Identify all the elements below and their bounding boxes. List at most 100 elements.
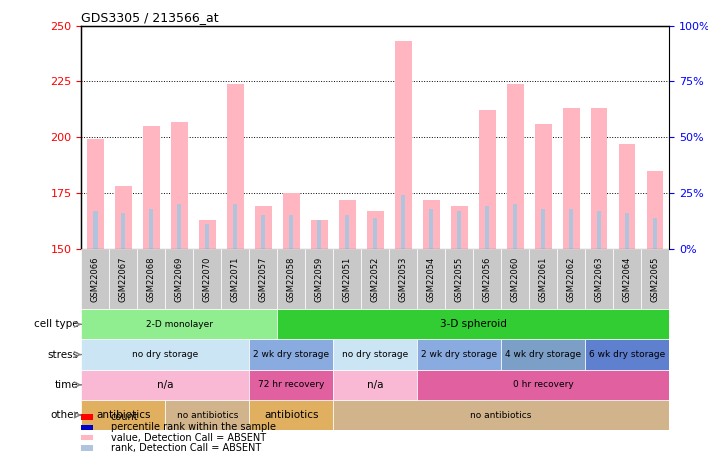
- Bar: [199, 220, 216, 249]
- Bar: [87, 140, 104, 249]
- Text: time: time: [55, 380, 79, 390]
- Bar: [423, 199, 440, 249]
- FancyBboxPatch shape: [417, 339, 501, 370]
- Bar: [233, 204, 237, 249]
- Bar: [541, 209, 545, 249]
- FancyBboxPatch shape: [249, 370, 333, 400]
- Bar: [115, 186, 132, 249]
- Text: 2-D monolayer: 2-D monolayer: [146, 320, 213, 329]
- Bar: [143, 126, 160, 249]
- FancyBboxPatch shape: [81, 309, 278, 339]
- Bar: [171, 121, 188, 249]
- FancyBboxPatch shape: [389, 249, 417, 309]
- Text: GSM22070: GSM22070: [203, 256, 212, 302]
- Text: GSM22061: GSM22061: [539, 256, 547, 302]
- Text: other: other: [51, 410, 79, 420]
- FancyBboxPatch shape: [641, 249, 669, 309]
- Bar: [93, 211, 98, 249]
- Text: GSM22062: GSM22062: [566, 256, 576, 302]
- FancyBboxPatch shape: [445, 249, 473, 309]
- FancyBboxPatch shape: [81, 339, 249, 370]
- Bar: [597, 211, 601, 249]
- Text: no dry storage: no dry storage: [342, 350, 409, 359]
- Text: rank, Detection Call = ABSENT: rank, Detection Call = ABSENT: [110, 443, 261, 453]
- Text: n/a: n/a: [367, 380, 384, 390]
- Bar: [451, 206, 467, 249]
- Bar: [535, 124, 552, 249]
- Text: no antibiotics: no antibiotics: [471, 411, 532, 419]
- FancyBboxPatch shape: [278, 309, 669, 339]
- Bar: [563, 108, 580, 249]
- Text: GSM22058: GSM22058: [287, 256, 296, 302]
- Text: GSM22060: GSM22060: [510, 256, 520, 302]
- Text: 2 wk dry storage: 2 wk dry storage: [253, 350, 329, 359]
- Text: GSM22059: GSM22059: [315, 256, 324, 302]
- Bar: [261, 215, 266, 249]
- FancyBboxPatch shape: [501, 249, 529, 309]
- Bar: [507, 84, 523, 249]
- FancyBboxPatch shape: [333, 400, 669, 430]
- FancyBboxPatch shape: [249, 400, 333, 430]
- Bar: [625, 213, 629, 249]
- Bar: [367, 211, 384, 249]
- Text: 3-D spheroid: 3-D spheroid: [440, 319, 507, 329]
- Bar: [590, 108, 607, 249]
- Bar: [619, 144, 636, 249]
- Bar: [339, 199, 355, 249]
- FancyBboxPatch shape: [137, 249, 166, 309]
- Text: antibiotics: antibiotics: [264, 410, 319, 420]
- FancyBboxPatch shape: [417, 370, 669, 400]
- FancyBboxPatch shape: [333, 339, 417, 370]
- Bar: [457, 211, 462, 249]
- FancyBboxPatch shape: [81, 400, 166, 430]
- Text: GSM22071: GSM22071: [231, 256, 240, 302]
- FancyBboxPatch shape: [81, 414, 93, 420]
- Text: antibiotics: antibiotics: [96, 410, 151, 420]
- Bar: [346, 215, 349, 249]
- Bar: [429, 209, 433, 249]
- FancyBboxPatch shape: [305, 249, 333, 309]
- FancyBboxPatch shape: [557, 249, 585, 309]
- Text: value, Detection Call = ABSENT: value, Detection Call = ABSENT: [110, 432, 266, 443]
- Bar: [149, 209, 154, 249]
- Text: 0 hr recovery: 0 hr recovery: [513, 380, 573, 389]
- Bar: [653, 218, 657, 249]
- Text: count: count: [110, 412, 139, 422]
- Text: GSM22052: GSM22052: [371, 256, 379, 302]
- Bar: [485, 206, 489, 249]
- FancyBboxPatch shape: [166, 249, 193, 309]
- Bar: [479, 110, 496, 249]
- Text: GDS3305 / 213566_at: GDS3305 / 213566_at: [81, 12, 219, 24]
- FancyBboxPatch shape: [166, 400, 249, 430]
- FancyBboxPatch shape: [249, 249, 278, 309]
- Bar: [395, 41, 411, 249]
- Text: GSM22054: GSM22054: [427, 256, 435, 302]
- Bar: [255, 206, 272, 249]
- Bar: [283, 193, 299, 249]
- Text: GSM22064: GSM22064: [622, 256, 632, 302]
- Text: cell type: cell type: [34, 319, 79, 329]
- FancyBboxPatch shape: [501, 339, 585, 370]
- FancyBboxPatch shape: [110, 249, 137, 309]
- FancyBboxPatch shape: [529, 249, 557, 309]
- Text: GSM22068: GSM22068: [147, 256, 156, 302]
- Text: GSM22055: GSM22055: [455, 256, 464, 302]
- Bar: [205, 224, 210, 249]
- Bar: [177, 204, 181, 249]
- Text: GSM22066: GSM22066: [91, 256, 100, 302]
- Text: GSM22067: GSM22067: [119, 256, 128, 302]
- Text: GSM22065: GSM22065: [651, 256, 660, 302]
- FancyBboxPatch shape: [278, 249, 305, 309]
- FancyBboxPatch shape: [333, 249, 361, 309]
- FancyBboxPatch shape: [585, 249, 613, 309]
- Bar: [646, 171, 663, 249]
- FancyBboxPatch shape: [81, 370, 249, 400]
- Text: 4 wk dry storage: 4 wk dry storage: [505, 350, 581, 359]
- Bar: [121, 213, 125, 249]
- Text: 72 hr recovery: 72 hr recovery: [258, 380, 324, 389]
- FancyBboxPatch shape: [333, 370, 417, 400]
- FancyBboxPatch shape: [613, 249, 641, 309]
- FancyBboxPatch shape: [417, 249, 445, 309]
- Text: 6 wk dry storage: 6 wk dry storage: [589, 350, 666, 359]
- Text: GSM22051: GSM22051: [343, 256, 352, 302]
